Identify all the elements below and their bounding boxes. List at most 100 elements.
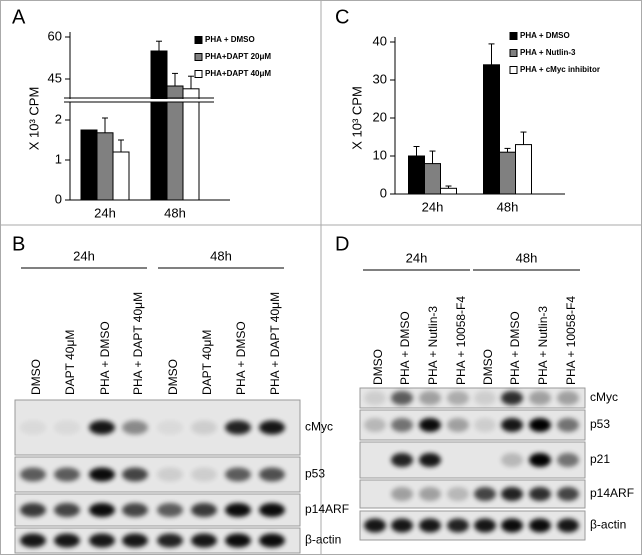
band [259, 503, 285, 517]
band [501, 418, 523, 432]
bar [440, 187, 457, 195]
x-tick-label: 48h [497, 199, 519, 214]
legend-label: PHA + DMSO [205, 35, 255, 44]
panel-label: C [335, 6, 349, 28]
band [20, 467, 46, 482]
lane-label: PHA + DMSO [398, 311, 412, 385]
y-tick-label: 20 [373, 109, 387, 124]
bar [112, 151, 130, 201]
bar [408, 155, 425, 195]
band [157, 467, 183, 482]
band [89, 467, 115, 482]
band [419, 487, 441, 501]
lane-label: DAPT 40μM [63, 330, 77, 395]
group-label: 48h [210, 248, 232, 263]
blot-strip [359, 387, 586, 409]
panel-label: B [12, 233, 25, 255]
legend-label: PHA + DMSO [520, 31, 570, 40]
band [474, 487, 496, 501]
lane-label: DMSO [29, 359, 43, 395]
band [54, 420, 80, 435]
band [259, 420, 285, 435]
y-tick-label: 45 [48, 70, 62, 85]
y-tick-label: 30 [373, 71, 387, 86]
band [419, 453, 441, 467]
bar [150, 50, 168, 201]
legend-swatch [194, 36, 203, 44]
band [20, 503, 46, 517]
bar [182, 88, 200, 201]
band [474, 418, 496, 432]
y-tick-label: 2 [55, 111, 62, 126]
band [364, 518, 386, 533]
row-label: p21 [590, 452, 610, 466]
band [20, 420, 46, 435]
legend-swatch [509, 49, 518, 57]
lane-label: PHA + DMSO [508, 311, 522, 385]
band [419, 518, 441, 533]
band [529, 391, 551, 405]
band [447, 518, 469, 533]
band [191, 467, 217, 482]
band [447, 418, 469, 432]
band [225, 420, 251, 435]
band [122, 467, 148, 482]
band [89, 503, 115, 517]
lane-label: DMSO [481, 349, 495, 385]
panel-label: D [335, 233, 349, 255]
legend-swatch [194, 53, 203, 61]
legend-swatch [194, 70, 203, 78]
band [557, 487, 579, 501]
band [157, 420, 183, 435]
group-label: 24h [406, 250, 428, 265]
y-tick-label: 0 [55, 191, 62, 206]
y-tick-label: 0 [380, 185, 387, 200]
lane-label: PHA + Nutlin-3 [536, 306, 550, 385]
band [122, 533, 148, 548]
band [391, 518, 413, 533]
band [447, 391, 469, 405]
panel-label: A [12, 6, 26, 28]
lane-label: PHA + DAPT 40μM [268, 292, 282, 395]
lane-label: PHA + DAPT 40μM [131, 292, 145, 395]
band [529, 418, 551, 432]
x-tick-label: 48h [164, 205, 186, 220]
x-tick-label: 24h [94, 205, 116, 220]
band [447, 487, 469, 501]
band [419, 391, 441, 405]
row-label: cMyc [590, 390, 618, 404]
group-label: 24h [73, 248, 95, 263]
band [474, 518, 496, 533]
y-tick-label: 1 [55, 151, 62, 166]
band [501, 453, 523, 467]
band [20, 533, 46, 548]
lane-label: PHA + 10058-F4 [454, 296, 468, 385]
band [529, 487, 551, 501]
legend-label: PHA+DAPT 20μM [205, 52, 271, 61]
band [391, 487, 413, 501]
band [157, 503, 183, 517]
band [501, 391, 523, 405]
band [474, 391, 496, 405]
band [529, 518, 551, 533]
group-label: 48h [516, 250, 538, 265]
lane-label: PHA + DMSO [98, 321, 112, 395]
band [259, 467, 285, 482]
band [89, 533, 115, 548]
legend-swatch [509, 32, 518, 40]
band [557, 418, 579, 432]
row-label: p53 [590, 417, 610, 431]
row-label: p14ARF [305, 502, 349, 516]
bar [515, 144, 532, 195]
lane-label: PHA + DMSO [234, 321, 248, 395]
band [89, 420, 115, 435]
band [529, 453, 551, 467]
bar [483, 64, 500, 195]
row-label: p14ARF [590, 486, 634, 500]
band [501, 487, 523, 501]
band [557, 518, 579, 533]
bar [96, 132, 114, 201]
lane-label: PHA + Nutlin-3 [426, 306, 440, 385]
band [364, 391, 386, 405]
